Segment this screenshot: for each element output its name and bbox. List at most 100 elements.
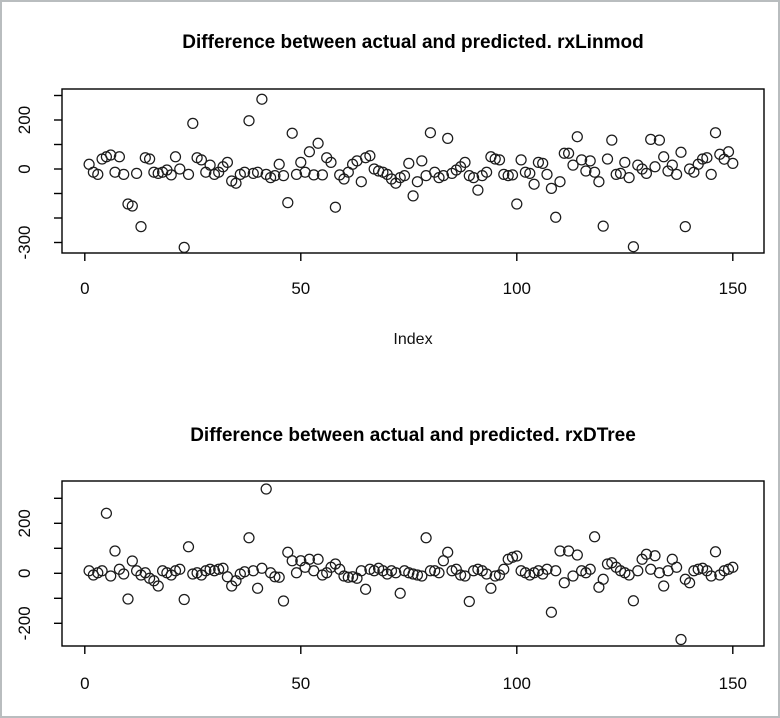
data-point-marker bbox=[243, 115, 255, 127]
data-point-marker bbox=[567, 159, 579, 171]
data-point-marker bbox=[498, 168, 510, 181]
data-point-marker bbox=[459, 156, 471, 169]
plot1-xlabel: Index bbox=[393, 331, 433, 348]
data-point-marker bbox=[178, 593, 190, 606]
data-point-marker bbox=[666, 159, 678, 171]
data-point-marker bbox=[593, 176, 605, 188]
data-point-marker bbox=[403, 157, 415, 170]
data-point-marker bbox=[152, 580, 164, 592]
data-point-marker bbox=[511, 198, 523, 210]
data-point-marker bbox=[433, 567, 445, 579]
data-point-marker bbox=[463, 595, 475, 608]
data-point-marker bbox=[238, 166, 251, 178]
data-point-marker bbox=[493, 154, 506, 166]
data-point-marker bbox=[597, 573, 609, 585]
data-point-marker bbox=[359, 583, 372, 595]
data-point-marker bbox=[437, 169, 450, 182]
data-point-marker bbox=[109, 166, 121, 178]
data-point-marker bbox=[627, 241, 640, 253]
data-point-marker bbox=[705, 168, 717, 181]
data-point-marker bbox=[195, 154, 208, 166]
data-point-marker bbox=[416, 570, 428, 582]
data-point-marker bbox=[627, 595, 640, 607]
data-point-marker bbox=[670, 561, 683, 573]
data-point-marker bbox=[545, 606, 558, 618]
data-point-marker bbox=[420, 532, 432, 544]
data-point-marker bbox=[580, 165, 592, 177]
data-point-marker bbox=[165, 169, 177, 181]
data-point-marker bbox=[562, 147, 575, 159]
data-point-marker bbox=[148, 166, 160, 178]
data-point-marker bbox=[105, 149, 117, 161]
data-point-marker bbox=[385, 173, 398, 185]
data-point-marker bbox=[118, 168, 130, 181]
data-point-marker bbox=[541, 168, 553, 181]
data-point-marker bbox=[528, 178, 540, 190]
data-point-marker bbox=[182, 541, 195, 553]
data-point-marker bbox=[290, 567, 303, 579]
data-point-marker bbox=[489, 153, 501, 165]
data-point-marker bbox=[407, 568, 419, 580]
data-point-marker bbox=[187, 117, 199, 130]
data-point-marker bbox=[649, 550, 661, 562]
data-point-marker bbox=[238, 566, 251, 578]
data-point-marker bbox=[601, 153, 614, 165]
data-point-marker bbox=[364, 150, 376, 162]
data-point-marker bbox=[269, 169, 281, 182]
data-point-marker bbox=[286, 555, 298, 567]
x-axis-tick-label: 50 bbox=[291, 279, 310, 298]
data-point-marker bbox=[489, 570, 501, 582]
data-point-marker bbox=[454, 569, 467, 581]
data-point-marker bbox=[696, 153, 709, 165]
data-point-marker bbox=[295, 156, 307, 169]
data-point-marker bbox=[251, 582, 264, 594]
data-point-marker bbox=[174, 163, 186, 175]
data-point-marker bbox=[130, 167, 143, 180]
data-point-marker bbox=[727, 561, 739, 573]
data-point-marker bbox=[411, 569, 424, 581]
data-point-marker bbox=[567, 570, 579, 582]
data-point-marker bbox=[459, 570, 471, 582]
data-point-marker bbox=[411, 176, 424, 188]
data-point-marker bbox=[277, 169, 290, 182]
data-point-marker bbox=[701, 152, 713, 164]
data-point-marker bbox=[658, 580, 670, 592]
data-point-marker bbox=[83, 565, 95, 577]
data-point-marker bbox=[558, 577, 570, 589]
data-point-marker bbox=[424, 565, 437, 577]
data-point-marker bbox=[705, 570, 717, 582]
data-point-marker bbox=[407, 190, 419, 202]
data-point-marker bbox=[213, 563, 225, 575]
y-axis-tick-label: 200 bbox=[15, 509, 34, 537]
data-point-marker bbox=[290, 168, 303, 181]
data-point-marker bbox=[338, 570, 350, 582]
y-axis-tick-label: -300 bbox=[15, 225, 34, 259]
data-point-marker bbox=[679, 220, 691, 233]
data-point-marker bbox=[355, 176, 367, 188]
data-point-marker bbox=[683, 577, 696, 589]
data-point-marker bbox=[416, 155, 428, 167]
data-point-marker bbox=[442, 546, 454, 558]
data-point-marker bbox=[550, 565, 562, 577]
plot1-title: Difference between actual and predicted.… bbox=[182, 32, 644, 53]
y-axis-tick-label: 0 bbox=[15, 164, 34, 173]
data-point-marker bbox=[273, 571, 285, 583]
data-point-marker bbox=[174, 563, 186, 575]
y-axis-tick-label: -200 bbox=[15, 606, 34, 640]
data-point-marker bbox=[632, 565, 644, 577]
data-point-marker bbox=[606, 134, 618, 146]
data-point-marker bbox=[230, 177, 242, 189]
x-axis-tick-label: 100 bbox=[503, 279, 531, 298]
data-point-marker bbox=[303, 553, 316, 565]
data-point-marker bbox=[122, 593, 134, 605]
data-point-marker bbox=[658, 151, 670, 163]
x-axis-tick-label: 100 bbox=[503, 674, 531, 693]
data-point-marker bbox=[221, 156, 234, 169]
data-point-marker bbox=[467, 171, 480, 184]
data-point-marker bbox=[126, 200, 138, 212]
data-point-marker bbox=[398, 169, 411, 182]
data-point-marker bbox=[243, 532, 255, 544]
data-point-marker bbox=[653, 567, 666, 579]
data-point-marker bbox=[485, 582, 497, 594]
